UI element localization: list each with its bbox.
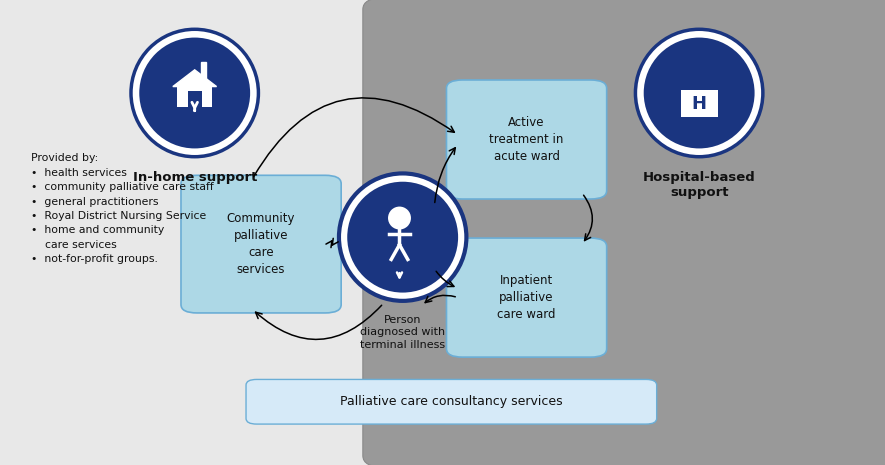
Ellipse shape	[139, 38, 250, 148]
Bar	[696, 121, 702, 126]
Bar	[708, 121, 714, 126]
Text: Community
palliative
care
services: Community palliative care services	[227, 212, 296, 276]
Bar	[684, 121, 690, 126]
Ellipse shape	[339, 173, 466, 301]
Ellipse shape	[347, 182, 458, 292]
Text: Hospital-based
support: Hospital-based support	[643, 171, 756, 199]
Bar	[188, 92, 202, 107]
Bar	[681, 90, 718, 117]
FancyBboxPatch shape	[446, 80, 607, 199]
Text: Active
treatment in
acute ward: Active treatment in acute ward	[489, 116, 564, 163]
FancyBboxPatch shape	[363, 0, 885, 465]
Ellipse shape	[635, 29, 763, 157]
Ellipse shape	[388, 206, 411, 230]
Polygon shape	[202, 62, 206, 86]
Text: Inpatient
palliative
care ward: Inpatient palliative care ward	[497, 274, 556, 321]
Text: In-home support: In-home support	[133, 171, 257, 184]
FancyBboxPatch shape	[0, 0, 531, 465]
Ellipse shape	[643, 38, 755, 148]
Bar	[708, 130, 714, 135]
Text: Person
diagnosed with
terminal illness: Person diagnosed with terminal illness	[360, 315, 445, 350]
Text: Provided by:
•  health services
•  community palliative care staff
•  general pr: Provided by: • health services • communi…	[31, 153, 213, 264]
Bar	[696, 130, 702, 135]
Text: H: H	[692, 95, 706, 113]
Ellipse shape	[131, 29, 258, 157]
Bar	[684, 130, 690, 135]
Text: Palliative care consultancy services: Palliative care consultancy services	[340, 395, 563, 408]
Bar	[177, 86, 212, 107]
FancyBboxPatch shape	[446, 238, 607, 357]
FancyBboxPatch shape	[246, 379, 657, 424]
FancyBboxPatch shape	[181, 175, 341, 313]
Polygon shape	[173, 70, 217, 86]
